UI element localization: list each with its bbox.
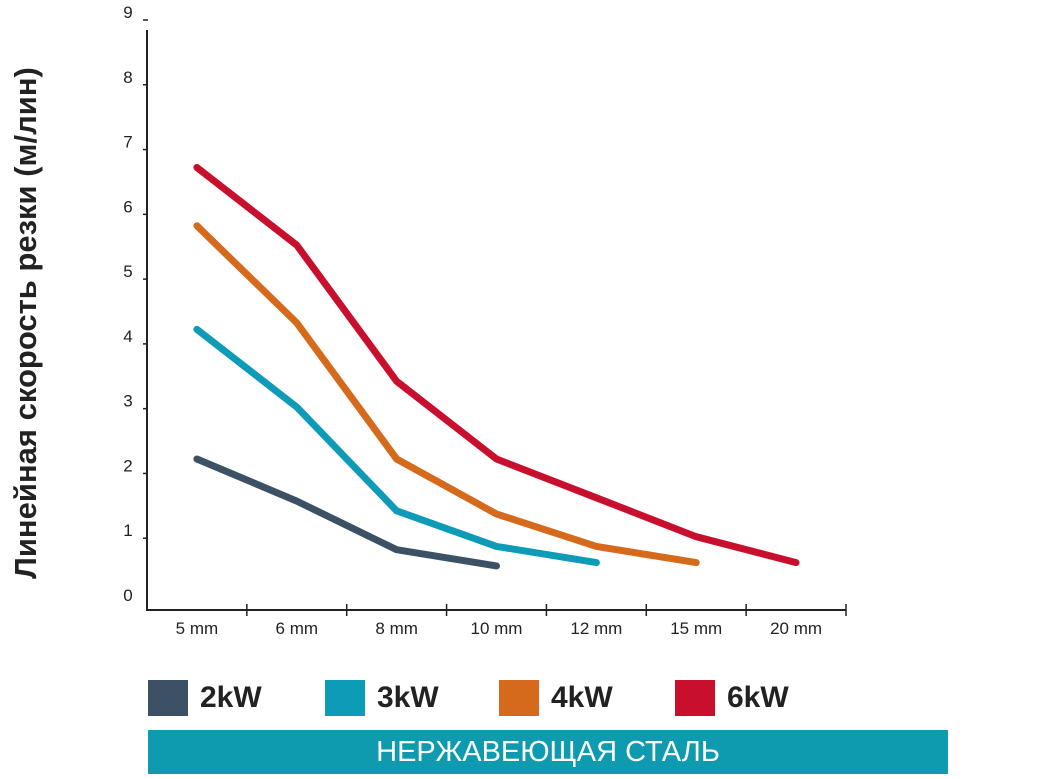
series-lines [193,164,800,570]
legend-item-6kW: 6kW [675,676,789,720]
y-tick-label: 5 [123,262,132,281]
series-line-3kW [193,325,600,567]
y-axis-label: Линейная скорость резки (м/лин) [8,67,43,579]
x-tick-label: 20 mm [770,619,822,638]
footer-title: НЕРЖАВЕЮЩАЯ СТАЛЬ [376,735,720,768]
x-tick-label: 6 mm [276,619,319,638]
legend-item-2kW: 2kW [148,676,262,720]
y-tick-label: 1 [123,521,132,540]
y-tick-label: 7 [123,133,132,152]
series-line-6kW [193,164,800,567]
line-chart: Линейная скорость резки (м/лин) 0 1 2 3 4 5 6 7… [8,3,847,638]
legend-label: 2kW [200,681,262,714]
y-tick-label: 4 [123,327,132,346]
x-tick-label: 15 mm [670,619,722,638]
legend-label: 3kW [377,681,439,714]
y-tick-label: 6 [123,197,132,216]
y-tick-label: 0 [123,586,132,605]
series-line-2kW [193,455,500,570]
y-tick-label: 2 [123,456,132,475]
x-tick-label: 5 mm [176,619,219,638]
legend-swatch [325,680,365,716]
x-tick-label: 12 mm [570,619,622,638]
series-line-4kW [193,222,700,567]
x-ticks: 5 mm 6 mm 8 mm 10 mm 12 mm 15 mm 20 mm [176,604,847,638]
x-tick-label: 10 mm [471,619,523,638]
x-tick-label: 8 mm [375,619,418,638]
legend-item-4kW: 4kW [499,676,613,720]
y-tick-label: 9 [123,3,132,22]
y-ticks: 0 1 2 3 4 5 6 7 8 9 [123,3,148,605]
legend-swatch [675,680,715,716]
legend-label: 6kW [727,681,789,714]
y-tick-label: 3 [123,392,132,411]
legend-swatch [499,680,539,716]
legend-label: 4kW [551,681,613,714]
footer-banner: НЕРЖАВЕЮЩАЯ СТАЛЬ [148,730,948,774]
legend: 2kW 3kW 4kW 6kW [0,676,1039,720]
legend-item-3kW: 3kW [325,676,439,720]
axes [146,30,846,611]
y-tick-label: 8 [123,68,132,87]
legend-swatch [148,680,188,716]
